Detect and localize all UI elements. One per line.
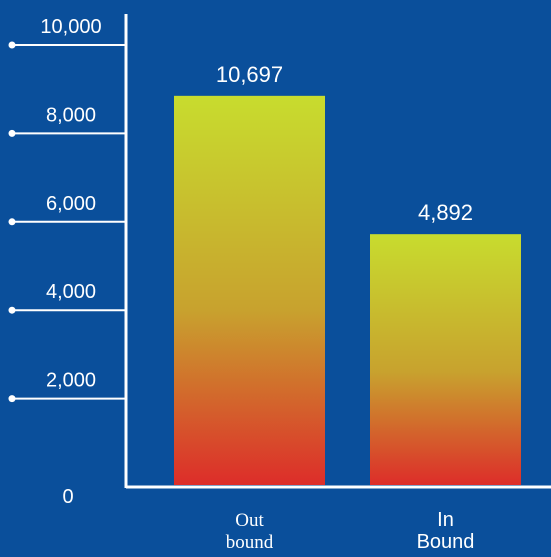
y-tick-label: 4,000: [46, 281, 96, 303]
bar-value-label: 4,892: [418, 200, 473, 225]
x-category-label: In: [437, 509, 454, 531]
y-tick-dot: [8, 218, 16, 226]
y-tick-label: 0: [62, 486, 73, 508]
labels-layer: 0 2,000 4,000 6,000 8,000 10,000 10,697 4,892 Ou…: [40, 16, 474, 553]
y-tick-label: 8,000: [46, 104, 96, 126]
y-tick-dot: [8, 395, 16, 403]
x-category-label: Bound: [417, 531, 475, 553]
axis-layer: [8, 14, 551, 489]
bar: [370, 234, 521, 485]
bar: [174, 95, 325, 485]
y-tick-dot: [8, 41, 16, 49]
y-tick-label: 10,000: [40, 16, 101, 38]
x-category-label: Out: [235, 510, 264, 531]
y-tick-label: 6,000: [46, 193, 96, 215]
y-tick-dot: [8, 129, 16, 137]
x-category-label: bound: [226, 532, 274, 553]
bar-value-label: 10,697: [216, 62, 283, 87]
y-tick-label: 2,000: [46, 370, 96, 392]
bars-layer: [174, 95, 521, 485]
y-tick-dot: [8, 306, 16, 314]
